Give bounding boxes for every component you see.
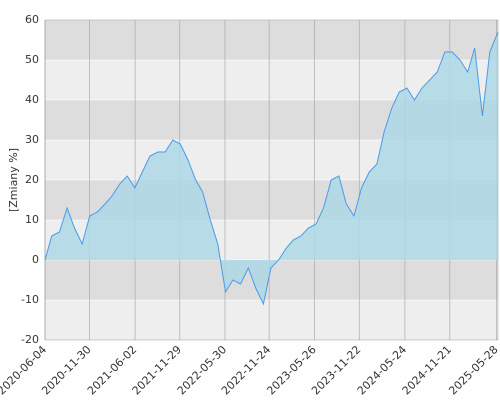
y-tick-label: 20 xyxy=(25,173,39,186)
y-tick-label: 60 xyxy=(25,13,39,26)
y-tick-label: -10 xyxy=(21,293,39,306)
y-tick-label: 0 xyxy=(32,253,39,266)
plot-border xyxy=(44,19,499,341)
y-tick-label: 10 xyxy=(25,213,39,226)
line xyxy=(44,31,499,306)
y-tick-label: 30 xyxy=(25,133,39,146)
grid-band xyxy=(45,20,498,60)
y-tick-label: 50 xyxy=(25,53,39,66)
area-fill xyxy=(45,32,498,304)
y-axis-label: [Zmiany %] xyxy=(7,148,20,212)
x-tick-label: 2025-05-28 xyxy=(446,343,500,397)
y-tick-label: -20 xyxy=(21,333,39,346)
y-tick-label: 40 xyxy=(25,93,39,106)
grid-band xyxy=(45,300,498,340)
